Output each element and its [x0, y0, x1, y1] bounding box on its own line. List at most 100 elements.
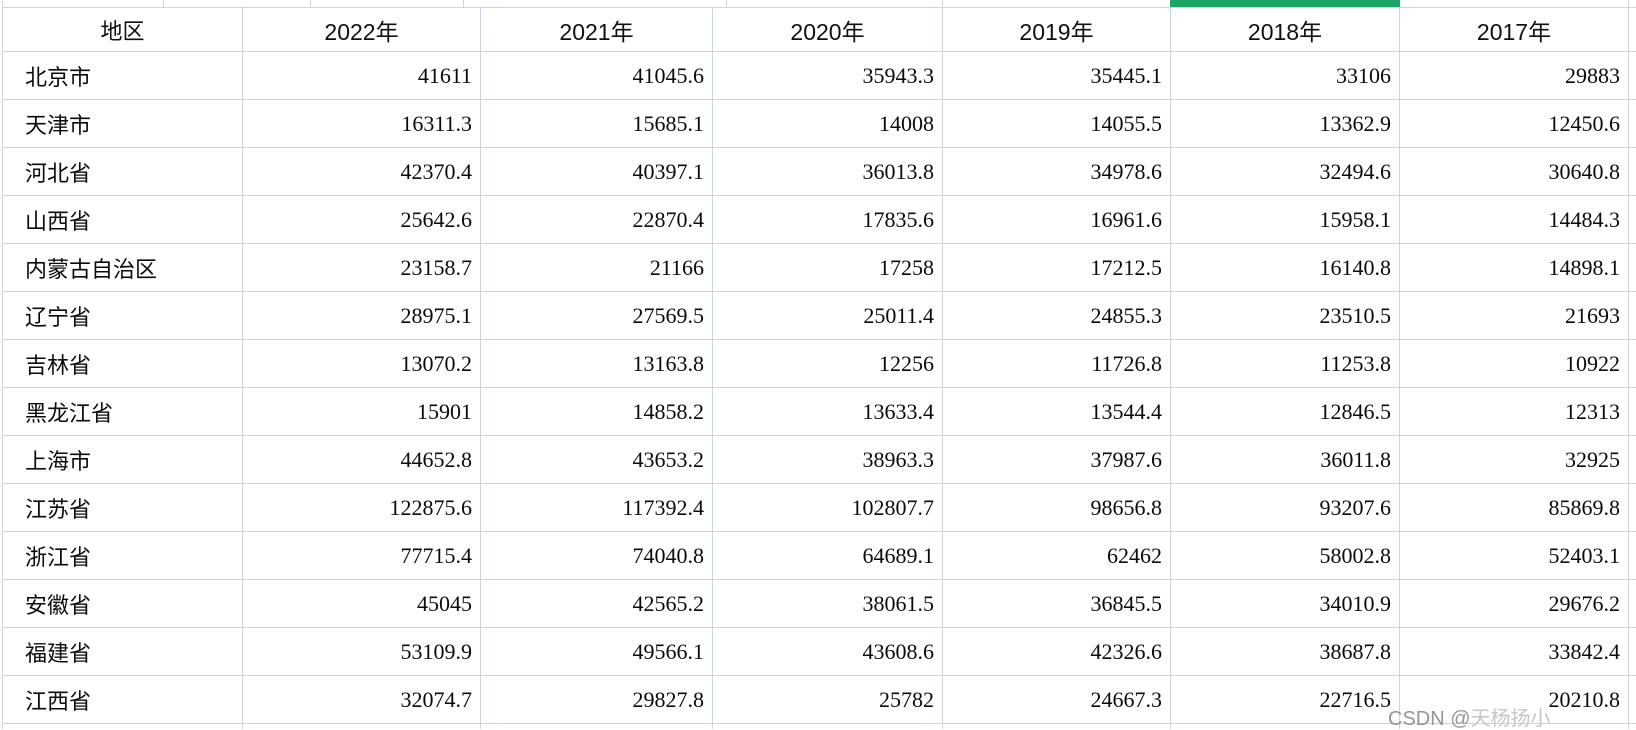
- value-cell[interactable]: 22870.4: [480, 195, 713, 244]
- value-cell[interactable]: 13362.9: [1170, 99, 1400, 148]
- value-cell[interactable]: 27569.5: [480, 291, 713, 340]
- region-cell[interactable]: 天津市: [2, 99, 243, 148]
- value-cell[interactable]: 122875.6: [242, 483, 481, 532]
- value-cell[interactable]: 14055.5: [942, 99, 1171, 148]
- value-cell[interactable]: 102807.7: [712, 483, 943, 532]
- value-cell[interactable]: 53109.9: [242, 627, 481, 676]
- region-cell[interactable]: 安徽省: [2, 579, 243, 628]
- value-cell[interactable]: 42370.4: [242, 147, 481, 196]
- value-cell[interactable]: 13070.2: [242, 339, 481, 388]
- region-cell[interactable]: 福建省: [2, 627, 243, 676]
- value-cell[interactable]: 17835.6: [712, 195, 943, 244]
- value-cell[interactable]: 12450.6: [1399, 99, 1629, 148]
- value-cell[interactable]: 29676.2: [1399, 579, 1629, 628]
- value-cell[interactable]: 21693: [1399, 291, 1629, 340]
- value-cell[interactable]: 34978.6: [942, 147, 1171, 196]
- value-cell[interactable]: 36845.5: [942, 579, 1171, 628]
- region-cell[interactable]: 黑龙江省: [2, 387, 243, 436]
- value-cell[interactable]: 98656.8: [942, 483, 1171, 532]
- region-cell[interactable]: 江西省: [2, 675, 243, 724]
- value-cell[interactable]: 43653.2: [480, 435, 713, 484]
- value-cell[interactable]: 41611: [242, 51, 481, 100]
- value-cell[interactable]: 12846.5: [1170, 387, 1400, 436]
- value-cell[interactable]: 41045.6: [480, 51, 713, 100]
- value-cell[interactable]: 14008: [712, 99, 943, 148]
- value-cell[interactable]: 42326.6: [942, 627, 1171, 676]
- value-cell[interactable]: 117392.4: [480, 483, 713, 532]
- value-cell[interactable]: 16961.6: [942, 195, 1171, 244]
- region-cell[interactable]: 吉林省: [2, 339, 243, 388]
- value-cell[interactable]: 11726.8: [942, 339, 1171, 388]
- value-cell[interactable]: 11253.8: [1170, 339, 1400, 388]
- value-cell[interactable]: 62462: [942, 531, 1171, 580]
- value-cell[interactable]: 12313: [1399, 387, 1629, 436]
- value-cell[interactable]: 37987.6: [942, 435, 1171, 484]
- value-cell[interactable]: 16311.3: [242, 99, 481, 148]
- column-header-2020[interactable]: 2020年: [712, 7, 943, 52]
- region-cell[interactable]: 江苏省: [2, 483, 243, 532]
- region-cell[interactable]: 北京市: [2, 51, 243, 100]
- value-cell[interactable]: 23510.5: [1170, 291, 1400, 340]
- value-cell[interactable]: 25782: [712, 675, 943, 724]
- value-cell[interactable]: 38061.5: [712, 579, 943, 628]
- value-cell[interactable]: 43608.6: [712, 627, 943, 676]
- region-cell[interactable]: 辽宁省: [2, 291, 243, 340]
- value-cell[interactable]: 21166: [480, 243, 713, 292]
- value-cell[interactable]: 93207.6: [1170, 483, 1400, 532]
- value-cell[interactable]: 58002.8: [1170, 531, 1400, 580]
- value-cell[interactable]: 15685.1: [480, 99, 713, 148]
- value-cell[interactable]: 85869.8: [1399, 483, 1629, 532]
- value-cell[interactable]: 74040.8: [480, 531, 713, 580]
- value-cell[interactable]: 24855.3: [942, 291, 1171, 340]
- value-cell[interactable]: 34010.9: [1170, 579, 1400, 628]
- value-cell[interactable]: 14484.3: [1399, 195, 1629, 244]
- value-cell[interactable]: 45045: [242, 579, 481, 628]
- value-cell[interactable]: 25011.4: [712, 291, 943, 340]
- value-cell[interactable]: 38963.3: [712, 435, 943, 484]
- value-cell[interactable]: 44652.8: [242, 435, 481, 484]
- value-cell[interactable]: 33842.4: [1399, 627, 1629, 676]
- column-header-region[interactable]: 地区: [2, 7, 243, 52]
- value-cell[interactable]: 13163.8: [480, 339, 713, 388]
- value-cell[interactable]: 14898.1: [1399, 243, 1629, 292]
- value-cell[interactable]: 15901: [242, 387, 481, 436]
- column-header-2017[interactable]: 2017年: [1399, 7, 1629, 52]
- value-cell[interactable]: 25642.6: [242, 195, 481, 244]
- region-cell[interactable]: 内蒙古自治区: [2, 243, 243, 292]
- value-cell[interactable]: 52403.1: [1399, 531, 1629, 580]
- value-cell[interactable]: 29883: [1399, 51, 1629, 100]
- value-cell[interactable]: 12256: [712, 339, 943, 388]
- value-cell[interactable]: 17212.5: [942, 243, 1171, 292]
- value-cell[interactable]: 22716.5: [1170, 675, 1400, 724]
- value-cell[interactable]: 13544.4: [942, 387, 1171, 436]
- value-cell[interactable]: 64689.1: [712, 531, 943, 580]
- column-header-2019[interactable]: 2019年: [942, 7, 1171, 52]
- value-cell[interactable]: 20210.8: [1399, 675, 1629, 724]
- column-header-2022[interactable]: 2022年: [242, 7, 481, 52]
- value-cell[interactable]: 36013.8: [712, 147, 943, 196]
- value-cell[interactable]: 32925: [1399, 435, 1629, 484]
- value-cell[interactable]: 42565.2: [480, 579, 713, 628]
- value-cell[interactable]: 28975.1: [242, 291, 481, 340]
- region-cell[interactable]: 河北省: [2, 147, 243, 196]
- value-cell[interactable]: 35943.3: [712, 51, 943, 100]
- value-cell[interactable]: 15958.1: [1170, 195, 1400, 244]
- value-cell[interactable]: 32074.7: [242, 675, 481, 724]
- value-cell[interactable]: 29827.8: [480, 675, 713, 724]
- region-cell[interactable]: 浙江省: [2, 531, 243, 580]
- value-cell[interactable]: 30640.8: [1399, 147, 1629, 196]
- value-cell[interactable]: 77715.4: [242, 531, 481, 580]
- value-cell[interactable]: 40397.1: [480, 147, 713, 196]
- value-cell[interactable]: 24667.3: [942, 675, 1171, 724]
- column-header-2021[interactable]: 2021年: [480, 7, 713, 52]
- value-cell[interactable]: 23158.7: [242, 243, 481, 292]
- value-cell[interactable]: 49566.1: [480, 627, 713, 676]
- value-cell[interactable]: 10922: [1399, 339, 1629, 388]
- value-cell[interactable]: 16140.8: [1170, 243, 1400, 292]
- value-cell[interactable]: 33106: [1170, 51, 1400, 100]
- region-cell[interactable]: 上海市: [2, 435, 243, 484]
- value-cell[interactable]: 13633.4: [712, 387, 943, 436]
- value-cell[interactable]: 35445.1: [942, 51, 1171, 100]
- value-cell[interactable]: 38687.8: [1170, 627, 1400, 676]
- value-cell[interactable]: 17258: [712, 243, 943, 292]
